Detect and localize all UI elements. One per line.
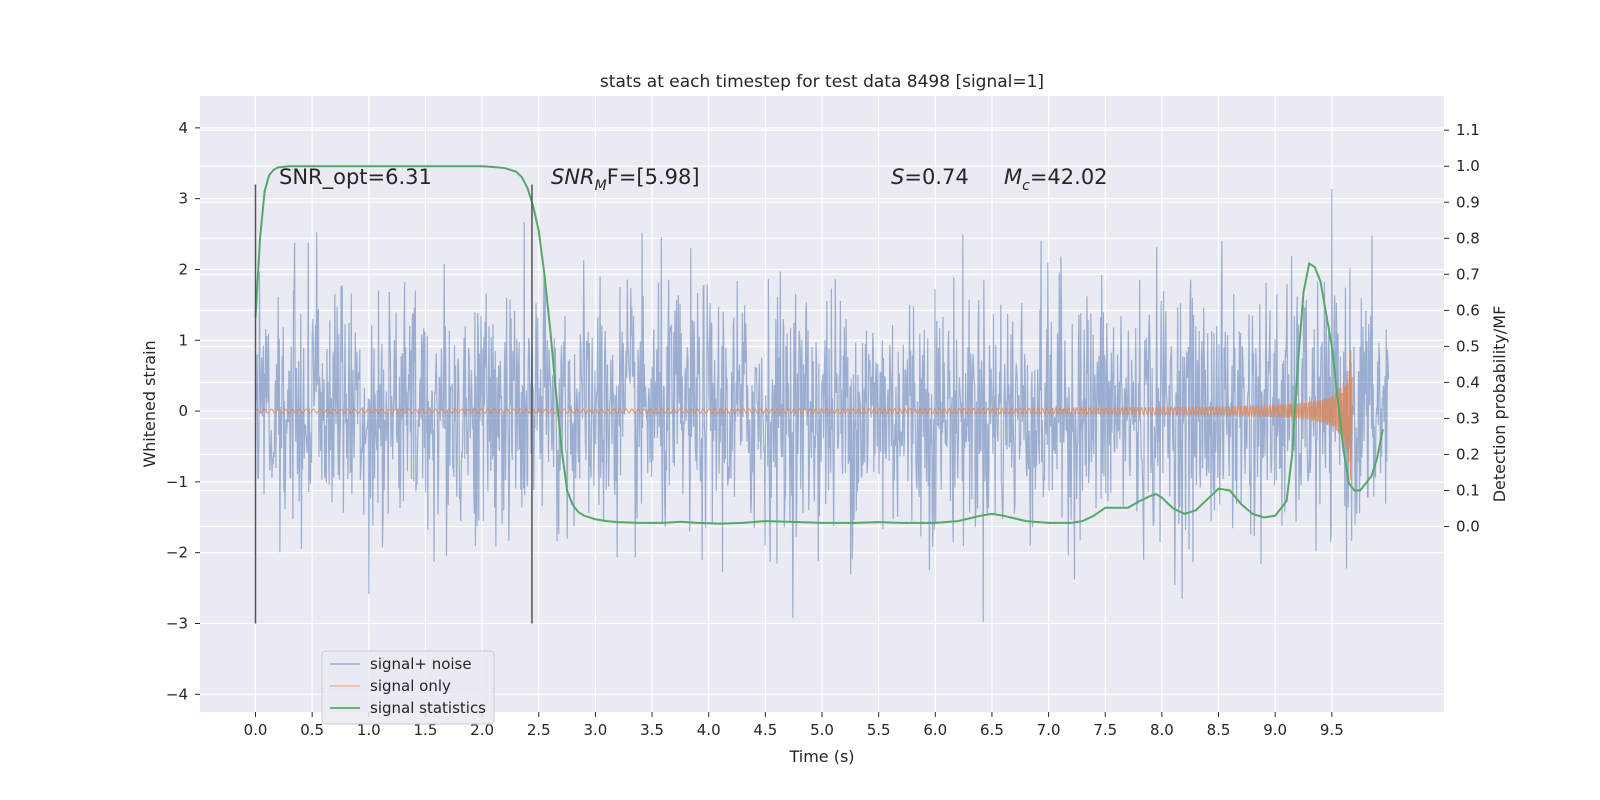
y-tick-label-left: −2 — [166, 544, 188, 562]
series-layer — [254, 165, 1390, 622]
y-axis-left-ticks: 4 3 2 1 0 −1 −2 −3 −4 — [166, 119, 200, 703]
x-axis-label: Time (s) — [788, 747, 854, 766]
y-tick-label-right: 0.6 — [1456, 301, 1480, 319]
chart-title: stats at each timestep for test data 849… — [600, 72, 1044, 92]
x-tick-label: 7.0 — [1037, 721, 1061, 739]
y-tick-label-right: 0.7 — [1456, 265, 1480, 283]
x-tick-label: 4.5 — [753, 721, 777, 739]
y-tick-label-right: 0.5 — [1456, 337, 1480, 355]
snr-mf-base: SNR — [551, 165, 595, 189]
x-tick-label: 8.5 — [1207, 721, 1231, 739]
x-axis-ticks: 0.0 0.5 1.0 1.5 2.0 2.5 3.0 3.5 4.0 4.5 5.0 5.5 6.0 6… — [244, 712, 1344, 739]
x-tick-label: 3.5 — [640, 721, 664, 739]
legend: signal+ noise signal only signal statist… — [321, 650, 495, 725]
snr-opt-annotation: SNR_opt=6.31 — [279, 165, 432, 190]
y-tick-label-left: 1 — [178, 331, 188, 349]
y-tick-label-left: −4 — [166, 685, 188, 703]
y-tick-label-right: 0.3 — [1456, 409, 1480, 427]
x-tick-label: 7.5 — [1093, 721, 1117, 739]
series-signal-only — [255, 350, 1353, 480]
legend-label-signal-noise: signal+ noise — [370, 655, 472, 673]
y-tick-label-left: 0 — [178, 402, 188, 420]
x-tick-label: 6.0 — [923, 721, 947, 739]
series-signal-statistics — [254, 165, 1384, 525]
snr-mf-rest: F=[5.98] — [607, 165, 700, 189]
legend-label-signal-only: signal only — [370, 677, 451, 695]
x-tick-label: 2.0 — [470, 721, 494, 739]
mc-sub: c — [1022, 178, 1030, 194]
mc-value: =42.02 — [1030, 165, 1108, 189]
x-tick-label: 1.5 — [414, 721, 438, 739]
y-tick-label-left: 3 — [178, 190, 188, 208]
snr-mf-sub: M — [595, 178, 607, 194]
annotations: SNR_opt=6.31 SNRMF=[5.98] S=0.74 Mc=42.0… — [279, 165, 1108, 194]
x-tick-label: 2.5 — [527, 721, 551, 739]
series-signal-noise — [254, 189, 1390, 622]
y-axis-right-label: Detection probability/MF — [1490, 306, 1509, 503]
x-tick-label: 1.0 — [357, 721, 381, 739]
x-tick-label: 8.0 — [1150, 721, 1174, 739]
x-tick-label: 5.5 — [867, 721, 891, 739]
y-axis-left-label: Whitened strain — [140, 340, 159, 467]
s-value: =0.74 — [904, 165, 968, 189]
y-tick-label-left: −1 — [166, 473, 188, 491]
y-tick-label-right: 0.0 — [1456, 517, 1480, 535]
legend-label-signal-statistics: signal statistics — [370, 699, 486, 717]
y-tick-label-right: 0.1 — [1456, 481, 1480, 499]
y-tick-label-right: 1.0 — [1456, 157, 1480, 175]
x-tick-label: 4.0 — [697, 721, 721, 739]
mc-base: M — [1004, 165, 1022, 189]
x-tick-label: 9.0 — [1263, 721, 1287, 739]
y-tick-label-right: 0.2 — [1456, 445, 1480, 463]
y-tick-label-left: 2 — [178, 260, 188, 278]
y-tick-label-right: 0.9 — [1456, 193, 1480, 211]
y-tick-label-left: −3 — [166, 614, 188, 632]
x-tick-label: 0.0 — [244, 721, 268, 739]
vline-layer — [254, 184, 533, 624]
y-tick-label-right: 0.8 — [1456, 229, 1480, 247]
x-tick-label: 9.5 — [1320, 721, 1344, 739]
y-axis-right-ticks: 1.1 1.0 0.9 0.8 0.7 0.6 0.5 0.4 0.3 0.2 0.1 0.0 — [1444, 121, 1480, 535]
x-tick-label: 5.0 — [810, 721, 834, 739]
snr-mf-annotation: SNRMF=[5.98] — [551, 165, 700, 194]
x-tick-label: 6.5 — [980, 721, 1004, 739]
s-label: S — [891, 165, 904, 189]
y-tick-label-right: 1.1 — [1456, 121, 1480, 139]
y-tick-label-left: 4 — [178, 119, 188, 137]
mc-annotation: Mc=42.02 — [1004, 165, 1108, 194]
legend-box — [321, 650, 495, 725]
y-tick-label-right: 0.4 — [1456, 373, 1480, 391]
x-tick-label: 0.5 — [300, 721, 324, 739]
s-annotation: S=0.74 — [891, 165, 969, 189]
x-tick-label: 3.0 — [583, 721, 607, 739]
